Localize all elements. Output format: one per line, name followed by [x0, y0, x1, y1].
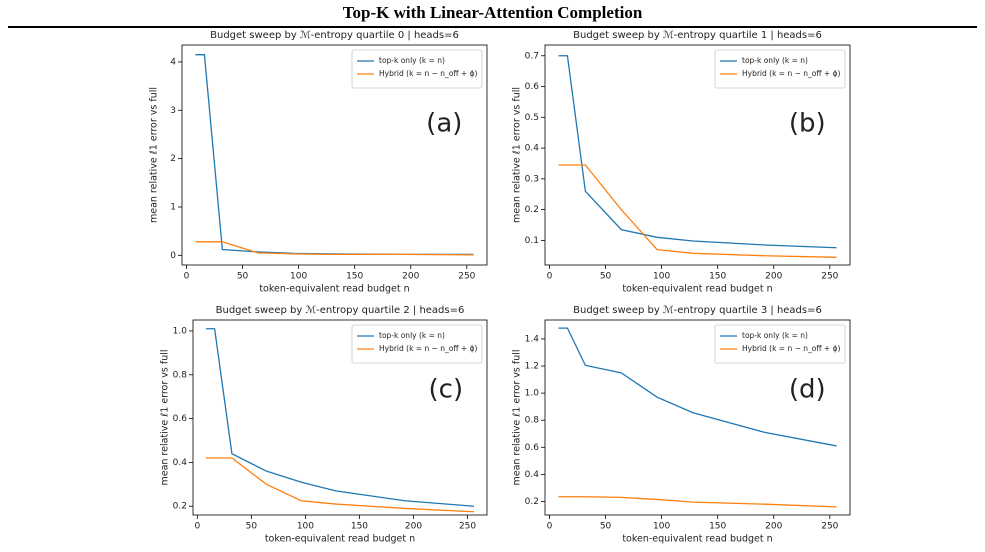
x-axis-label: token-equivalent read budget n: [622, 534, 772, 545]
series-line: [558, 55, 837, 249]
x-tick-label: 200: [765, 522, 782, 532]
y-tick-label: 1.2: [525, 362, 539, 372]
y-tick-label: 0.7: [525, 51, 539, 61]
x-tick-label: 50: [600, 522, 612, 532]
legend-label: Hybrid (k = n − n_off + ϕ): [379, 344, 478, 353]
y-axis-label: mean relative ℓ1 error vs full: [512, 87, 523, 223]
panel-annotation: (b): [789, 109, 826, 139]
series-line: [205, 328, 475, 507]
y-tick-label: 0.4: [525, 144, 540, 154]
y-tick-label: 1: [170, 202, 176, 212]
x-tick-label: 50: [600, 272, 612, 282]
x-axis-label: token-equivalent read budget n: [265, 534, 415, 545]
y-tick-label: 1.4: [525, 334, 540, 344]
legend-box: [714, 324, 846, 364]
series-line: [558, 164, 837, 258]
y-tick-label: 0.2: [173, 502, 187, 512]
y-tick-label: 0: [170, 251, 176, 261]
chart-title: Budget sweep by ℳ-entropy quartile 3 | h…: [573, 305, 822, 316]
y-tick-label: 4: [170, 57, 176, 67]
legend-label: Hybrid (k = n − n_off + ϕ): [742, 69, 841, 78]
x-tick-label: 100: [290, 272, 307, 282]
panel-annotation: (c): [429, 375, 464, 405]
axes-frame: [181, 44, 488, 266]
x-tick-label: 150: [709, 522, 726, 532]
legend-box: [351, 324, 483, 364]
x-tick-label: 200: [765, 272, 782, 282]
legend-label: top-k only (k = n): [742, 56, 808, 65]
x-tick-label: 0: [547, 272, 553, 282]
panel-annotation: (a): [426, 109, 462, 139]
y-tick-label: 0.8: [173, 370, 188, 380]
y-axis-label: mean relative ℓ1 error vs full: [512, 349, 523, 485]
series-line: [558, 496, 837, 508]
y-tick-label: 0.4: [525, 470, 540, 480]
x-tick-label: 50: [237, 272, 249, 282]
chart-title: Budget sweep by ℳ-entropy quartile 2 | h…: [216, 305, 465, 316]
x-tick-label: 100: [653, 272, 670, 282]
x-tick-label: 0: [547, 522, 553, 532]
y-tick-label: 2: [170, 154, 176, 164]
x-axis-label: token-equivalent read budget n: [622, 284, 772, 295]
x-tick-label: 250: [821, 272, 838, 282]
legend-box: [714, 49, 846, 89]
axes-frame: [192, 319, 488, 516]
x-tick-label: 150: [351, 522, 368, 532]
x-tick-label: 200: [402, 272, 419, 282]
y-tick-label: 0.5: [525, 113, 539, 123]
series-line: [205, 457, 475, 513]
y-axis-label: mean relative ℓ1 error vs full: [149, 87, 160, 223]
axes-frame: [544, 319, 851, 516]
x-tick-label: 250: [458, 272, 475, 282]
x-tick-label: 150: [346, 272, 363, 282]
x-tick-label: 0: [194, 522, 200, 532]
x-tick-label: 0: [184, 272, 190, 282]
y-tick-label: 1.0: [525, 389, 540, 399]
page-title: Top-K with Linear-Attention Completion: [342, 3, 643, 22]
y-tick-label: 0.1: [525, 236, 539, 246]
x-tick-label: 100: [653, 522, 670, 532]
x-tick-label: 250: [821, 522, 838, 532]
y-tick-label: 0.6: [525, 82, 540, 92]
rule: [8, 26, 977, 28]
x-tick-label: 250: [459, 522, 476, 532]
y-tick-label: 0.3: [525, 174, 539, 184]
y-tick-label: 0.4: [173, 458, 188, 468]
x-tick-label: 150: [709, 272, 726, 282]
chart-title: Budget sweep by ℳ-entropy quartile 1 | h…: [573, 30, 822, 41]
panel-annotation: (d): [789, 375, 826, 405]
legend-box: [351, 49, 483, 89]
x-tick-label: 200: [405, 522, 422, 532]
y-tick-label: 0.8: [525, 416, 540, 426]
x-tick-label: 100: [297, 522, 314, 532]
legend-label: Hybrid (k = n − n_off + ϕ): [742, 344, 841, 353]
series-line: [195, 241, 474, 256]
legend-label: top-k only (k = n): [379, 56, 445, 65]
legend-label: top-k only (k = n): [742, 331, 808, 340]
y-axis-label: mean relative ℓ1 error vs full: [160, 349, 171, 485]
y-tick-label: 1.0: [173, 326, 188, 336]
y-tick-label: 0.2: [525, 497, 539, 507]
axes-frame: [544, 44, 851, 266]
legend-label: Hybrid (k = n − n_off + ϕ): [379, 69, 478, 78]
x-axis-label: token-equivalent read budget n: [259, 284, 409, 295]
y-tick-label: 0.2: [525, 205, 539, 215]
y-tick-label: 3: [170, 106, 176, 116]
series-line: [558, 327, 837, 447]
y-tick-label: 0.6: [173, 414, 188, 424]
y-tick-label: 0.6: [525, 443, 540, 453]
legend-label: top-k only (k = n): [379, 331, 445, 340]
chart-title: Budget sweep by ℳ-entropy quartile 0 | h…: [210, 30, 459, 41]
x-tick-label: 50: [246, 522, 258, 532]
